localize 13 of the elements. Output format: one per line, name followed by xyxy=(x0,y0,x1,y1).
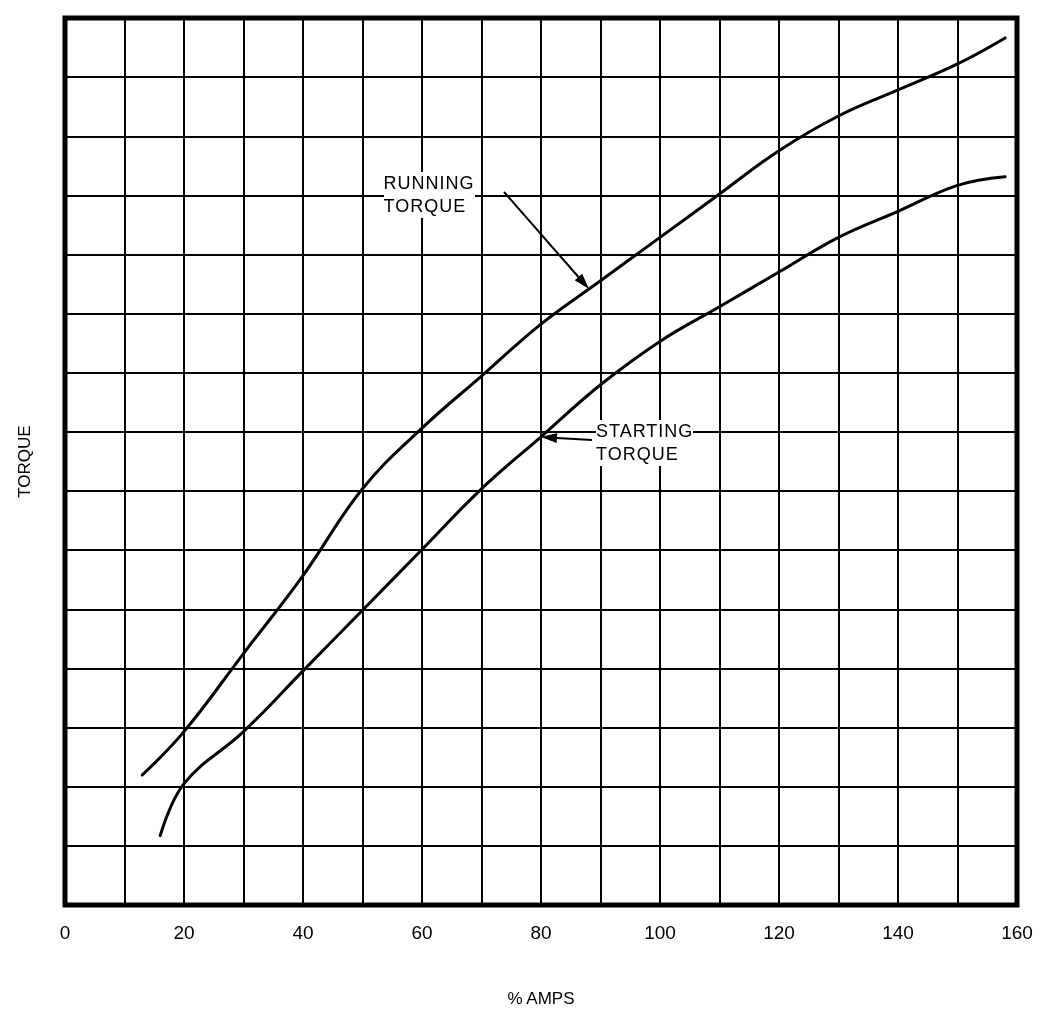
x-axis-title: % AMPS xyxy=(507,989,575,1008)
x-tick-label: 120 xyxy=(763,922,795,943)
annotation: STARTING TORQUE xyxy=(596,419,694,466)
x-tick-label: 20 xyxy=(173,922,195,943)
x-tick-label: 100 xyxy=(644,922,676,943)
x-tick-label: 80 xyxy=(530,922,552,943)
x-tick-label: 160 xyxy=(1001,922,1033,943)
x-tick-label: 60 xyxy=(411,922,433,943)
annotation: RUNNING TORQUE xyxy=(383,172,475,219)
x-tick-label: 40 xyxy=(292,922,314,943)
y-axis-title: TORQUE xyxy=(15,425,34,498)
x-tick-label: 140 xyxy=(882,922,914,943)
x-tick-label: 0 xyxy=(59,922,71,943)
